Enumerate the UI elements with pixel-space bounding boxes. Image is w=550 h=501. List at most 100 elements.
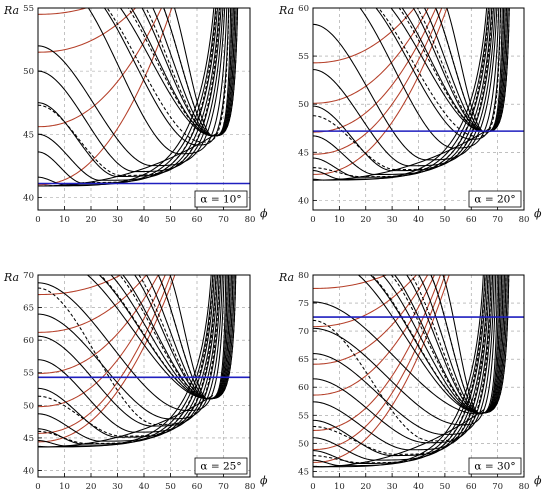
panel-alpha-10: 0 10 20 30 40 50 60 70 80 40 45 50 55 Ra ϕ α = 10° xyxy=(3,4,268,225)
dashed-curve xyxy=(145,8,236,137)
y-tick-label: 60 xyxy=(23,336,34,346)
black-curve xyxy=(313,275,494,444)
panel-label: α = 20° xyxy=(474,194,515,206)
envelope-curve xyxy=(38,394,214,448)
dashed-curve xyxy=(157,275,237,400)
x-tick-label: 60 xyxy=(192,482,203,492)
black-curve xyxy=(163,8,237,137)
black-curve xyxy=(313,8,491,178)
x-tick-label: 30 xyxy=(387,215,398,225)
black-curve xyxy=(313,8,498,161)
x-tick-label: 30 xyxy=(112,482,123,492)
y-tick-label: 45 xyxy=(23,130,34,140)
y-tick-label: 55 xyxy=(23,369,34,379)
black-curve xyxy=(87,8,228,155)
black-curve xyxy=(130,8,233,137)
black-curve xyxy=(38,8,220,181)
x-tick-label: 10 xyxy=(59,482,70,492)
panel-label-box xyxy=(194,190,248,208)
dashed-curve xyxy=(313,275,489,455)
red-curve xyxy=(38,275,159,374)
x-tick-label: 50 xyxy=(165,482,176,492)
panel-alpha-30: 0 10 20 30 40 50 60 70 80 45 50 55 60 65 70 75 80 Ra ϕ α = … xyxy=(278,271,542,492)
envelope-curve xyxy=(313,408,485,468)
x-tick-label: 20 xyxy=(360,482,371,492)
y-tick-label: 50 xyxy=(298,100,309,110)
x-tick-label: 20 xyxy=(86,482,97,492)
red-curve xyxy=(313,275,436,396)
black-curve xyxy=(38,8,224,173)
red-curve xyxy=(313,275,388,289)
black-curve xyxy=(38,275,220,433)
red-curve xyxy=(38,8,173,186)
dashed-curve xyxy=(377,8,502,137)
dashed-curve xyxy=(38,275,214,444)
y-tick-label: 70 xyxy=(298,327,309,337)
panel-label-box xyxy=(194,457,248,475)
dashed-curve xyxy=(313,8,493,171)
x-tick-label: 20 xyxy=(86,215,97,225)
black-curve xyxy=(313,275,495,435)
y-tick-label: 70 xyxy=(23,271,34,281)
black-curve xyxy=(38,8,226,167)
black-curve xyxy=(38,275,223,420)
plot-area xyxy=(38,8,239,187)
black-curve xyxy=(38,275,219,438)
x-tick-label: 80 xyxy=(519,482,530,492)
y-axis-label: Ra xyxy=(278,4,294,17)
dashed-curve xyxy=(435,8,510,133)
black-curve xyxy=(357,275,500,414)
dashed-curve xyxy=(370,275,501,414)
panel-label: α = 25° xyxy=(200,461,241,473)
y-tick-label: 65 xyxy=(23,304,34,314)
plot-area xyxy=(38,275,237,448)
dashed-curve xyxy=(38,8,221,176)
x-tick-label: 0 xyxy=(35,215,40,225)
plot-area xyxy=(313,8,510,181)
black-curve xyxy=(313,275,486,467)
red-curve xyxy=(38,275,166,408)
black-curve xyxy=(359,8,500,149)
black-curve xyxy=(375,8,502,140)
dashed-curve xyxy=(38,8,217,187)
y-tick-label: 65 xyxy=(298,355,309,365)
dashed-curve xyxy=(398,8,505,133)
plot-area xyxy=(313,275,510,468)
y-tick-label: 40 xyxy=(23,193,34,203)
dashed-curve xyxy=(313,275,486,464)
red-curve xyxy=(38,275,148,333)
dashed-curve xyxy=(416,8,507,133)
red-curve xyxy=(313,275,418,328)
black-curve xyxy=(313,8,494,172)
x-tick-label: 80 xyxy=(245,215,256,225)
y-tick-label: 60 xyxy=(298,4,309,14)
dashed-curve xyxy=(313,8,490,178)
black-curve xyxy=(313,275,498,415)
y-tick-label: 50 xyxy=(23,401,34,411)
x-tick-label: 70 xyxy=(218,482,229,492)
y-axis-label: Ra xyxy=(278,271,294,284)
x-tick-label: 30 xyxy=(387,482,398,492)
black-curve xyxy=(119,8,232,137)
y-tick-label: 40 xyxy=(23,466,34,476)
y-tick-label: 80 xyxy=(298,271,309,281)
red-curve xyxy=(313,275,441,431)
black-curve xyxy=(38,275,217,442)
red-curve xyxy=(313,275,429,365)
black-curve xyxy=(122,275,231,400)
x-tick-label: 30 xyxy=(112,215,123,225)
x-tick-label: 70 xyxy=(492,482,503,492)
red-curve xyxy=(38,8,137,53)
y-axis-label: Ra xyxy=(3,4,19,17)
black-curve xyxy=(38,275,225,412)
black-curve xyxy=(98,275,228,400)
x-tick-label: 60 xyxy=(466,215,477,225)
panel-label-box xyxy=(468,457,522,475)
dashed-curve xyxy=(410,275,507,414)
black-curve xyxy=(369,275,501,414)
red-curve xyxy=(313,275,446,451)
red-curve xyxy=(38,275,172,434)
x-tick-label: 80 xyxy=(519,215,530,225)
y-tick-label: 50 xyxy=(298,439,309,449)
x-tick-label: 40 xyxy=(139,482,150,492)
